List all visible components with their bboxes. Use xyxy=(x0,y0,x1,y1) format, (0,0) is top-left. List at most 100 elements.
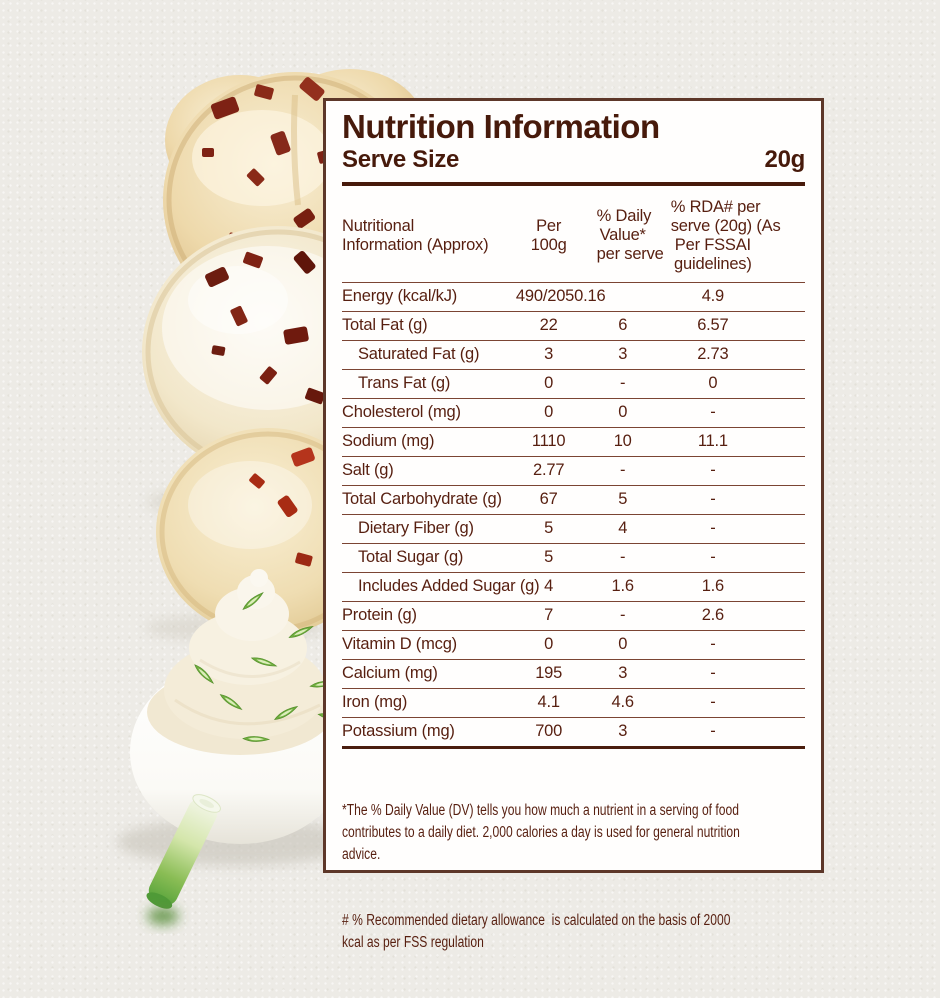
nutrient-label: Dietary Fiber (g) xyxy=(358,519,474,537)
table-row: Calcium (mg) 195 3 - xyxy=(342,659,805,688)
value-per-100g: 1110 xyxy=(531,432,566,450)
page: { "panel": { "title": "Nutrition Informa… xyxy=(0,0,940,951)
col-header-daily-value: % Daily Value* per serve xyxy=(596,207,664,263)
nutrient-label: Vitamin D (mcg) xyxy=(342,635,457,653)
value-daily-value: 10 xyxy=(613,432,632,450)
panel-title: Nutrition Information xyxy=(342,108,660,145)
value-per-100g: 0 xyxy=(544,374,554,392)
table-row: Cholesterol (mg) 0 0 - xyxy=(342,398,805,427)
value-daily-value: - xyxy=(620,461,626,479)
value-per-100g: 22 xyxy=(539,316,558,334)
value-daily-value: 3 xyxy=(596,717,671,749)
value-per-100g: 2.77 xyxy=(532,461,565,479)
value-rda: 2.73 xyxy=(697,345,729,363)
value-daily-value: 3 xyxy=(618,664,628,682)
value-per-100g: 5 xyxy=(544,548,554,566)
value-daily-value: 0 xyxy=(618,635,628,653)
value-per-100g: 195 xyxy=(535,664,563,682)
nutrition-panel: Nutrition Information Serve Size 20g Nut… xyxy=(323,98,824,951)
nutrition-table: Nutritional Information (Approx) Per 100… xyxy=(342,188,805,749)
value-daily-value: 0 xyxy=(618,403,628,421)
value-rda: - xyxy=(710,548,716,566)
table-row: Energy (kcal/kJ) 490/2050.16 4.9 xyxy=(342,282,805,311)
table-row: Saturated Fat (g) 3 3 2.73 xyxy=(342,340,805,369)
table-row: Trans Fat (g) 0 - 0 xyxy=(342,369,805,398)
value-rda: - xyxy=(710,519,716,537)
value-per-100g: 5 xyxy=(544,519,554,537)
nutrient-label: Iron (mg) xyxy=(342,693,408,711)
spring-onion-piece xyxy=(147,907,179,925)
serve-size-label: Serve Size xyxy=(342,146,460,173)
nutrient-label: Total Carbohydrate (g) xyxy=(342,490,502,508)
table-row: Protein (g) 7 - 2.6 xyxy=(342,601,805,630)
value-rda: - xyxy=(710,693,716,711)
nutrient-label: Protein (g) xyxy=(342,606,417,624)
table-row: Sodium (mg) 1110 10 11.1 xyxy=(342,427,805,456)
serve-size-value: 20g xyxy=(764,146,806,173)
table-row: Total Carbohydrate (g) 67 5 - xyxy=(342,485,805,514)
value-rda: 6.57 xyxy=(697,316,729,334)
value-per-100g: 490/2050.16 xyxy=(515,287,606,305)
value-per-100g: 67 xyxy=(539,490,558,508)
value-rda: - xyxy=(710,403,716,421)
value-per-100g: 4 xyxy=(544,577,554,595)
table-row: Potassium (mg) 700 3- xyxy=(342,717,805,749)
value-per-100g: 4.1 xyxy=(537,693,560,711)
nutrient-label: Calcium (mg) xyxy=(342,664,438,682)
value-per-100g: 7 xyxy=(544,606,554,624)
value-daily-value: 3 xyxy=(618,345,628,363)
nutrient-label: Saturated Fat (g) xyxy=(358,345,480,363)
food-photo xyxy=(117,69,428,925)
col-header-rda: % RDA# per serve (20g) (As Per FSSAI gui… xyxy=(670,197,781,273)
table-header-row: Nutritional Information (Approx) Per 100… xyxy=(342,188,805,283)
value-per-100g: 0 xyxy=(544,635,554,653)
nutrient-label: Cholesterol (mg) xyxy=(342,403,461,421)
divider xyxy=(342,182,805,186)
value-rda: - xyxy=(710,490,716,508)
footnote-rda: # % Recommended dietary allowance is cal… xyxy=(342,911,731,951)
table-row: Total Sugar (g) 5 - - xyxy=(342,543,805,572)
value-daily-value: - xyxy=(620,606,626,624)
serve-size-row: Serve Size 20g xyxy=(342,147,805,173)
nutrient-label: Total Sugar (g) xyxy=(358,548,464,566)
value-rda: 1.6 xyxy=(701,577,725,595)
col-header-per-100g: Per 100g xyxy=(530,216,567,254)
value-rda: 2.6 xyxy=(701,606,725,624)
table-row: Iron (mg) 4.1 4.6 - xyxy=(342,688,805,717)
value-daily-value: - xyxy=(620,548,626,566)
nutrient-label: Total Fat (g) xyxy=(342,316,428,334)
table-row: Salt (g) 2.77 - - xyxy=(342,456,805,485)
table-row: Total Fat (g) 22 6 6.57 xyxy=(342,311,805,340)
table-row: Vitamin D (mcg) 0 0 - xyxy=(342,630,805,659)
nutrient-label: Sodium (mg) xyxy=(342,432,435,450)
value-rda: 0 xyxy=(708,374,718,392)
value-rda: 11.1 xyxy=(697,432,728,450)
value-rda: - xyxy=(710,461,716,479)
nutrient-label: Salt (g) xyxy=(342,461,394,479)
col-header-nutrient: Nutritional Information (Approx) xyxy=(342,216,489,254)
value-rda: - xyxy=(710,635,716,653)
value-daily-value: 4 xyxy=(618,519,628,537)
value-rda: - xyxy=(710,664,716,682)
footnotes: *The % Daily Value (DV) tells you how mu… xyxy=(342,756,805,998)
spring-onion-stalk-icon xyxy=(146,794,221,909)
nutrition-table-body: Energy (kcal/kJ) 490/2050.16 4.9 Total Fat … xyxy=(342,282,805,749)
value-per-100g: 700 xyxy=(508,717,597,749)
nutrient-label: Energy (kcal/kJ) xyxy=(342,287,458,305)
nutrient-label: Includes Added Sugar (g) xyxy=(358,577,540,595)
value-daily-value: 5 xyxy=(618,490,628,508)
nutrient-label: Trans Fat (g) xyxy=(358,374,451,392)
value-per-100g: 3 xyxy=(544,345,554,363)
value-daily-value: 1.6 xyxy=(611,577,635,595)
value-daily-value: - xyxy=(620,374,626,392)
value-daily-value: 6 xyxy=(618,316,628,334)
value-rda: - xyxy=(670,717,805,749)
table-row: Dietary Fiber (g) 5 4 - xyxy=(342,514,805,543)
table-row: Includes Added Sugar (g) 4 1.6 1.6 xyxy=(342,572,805,601)
nutrient-label: Potassium (mg) xyxy=(342,717,509,749)
footnote-daily-value: *The % Daily Value (DV) tells you how mu… xyxy=(342,801,740,863)
value-daily-value: 4.6 xyxy=(611,693,635,711)
mayo-dip-bowl-icon xyxy=(130,569,350,844)
value-rda: 4.9 xyxy=(701,287,725,305)
value-per-100g: 0 xyxy=(544,403,554,421)
